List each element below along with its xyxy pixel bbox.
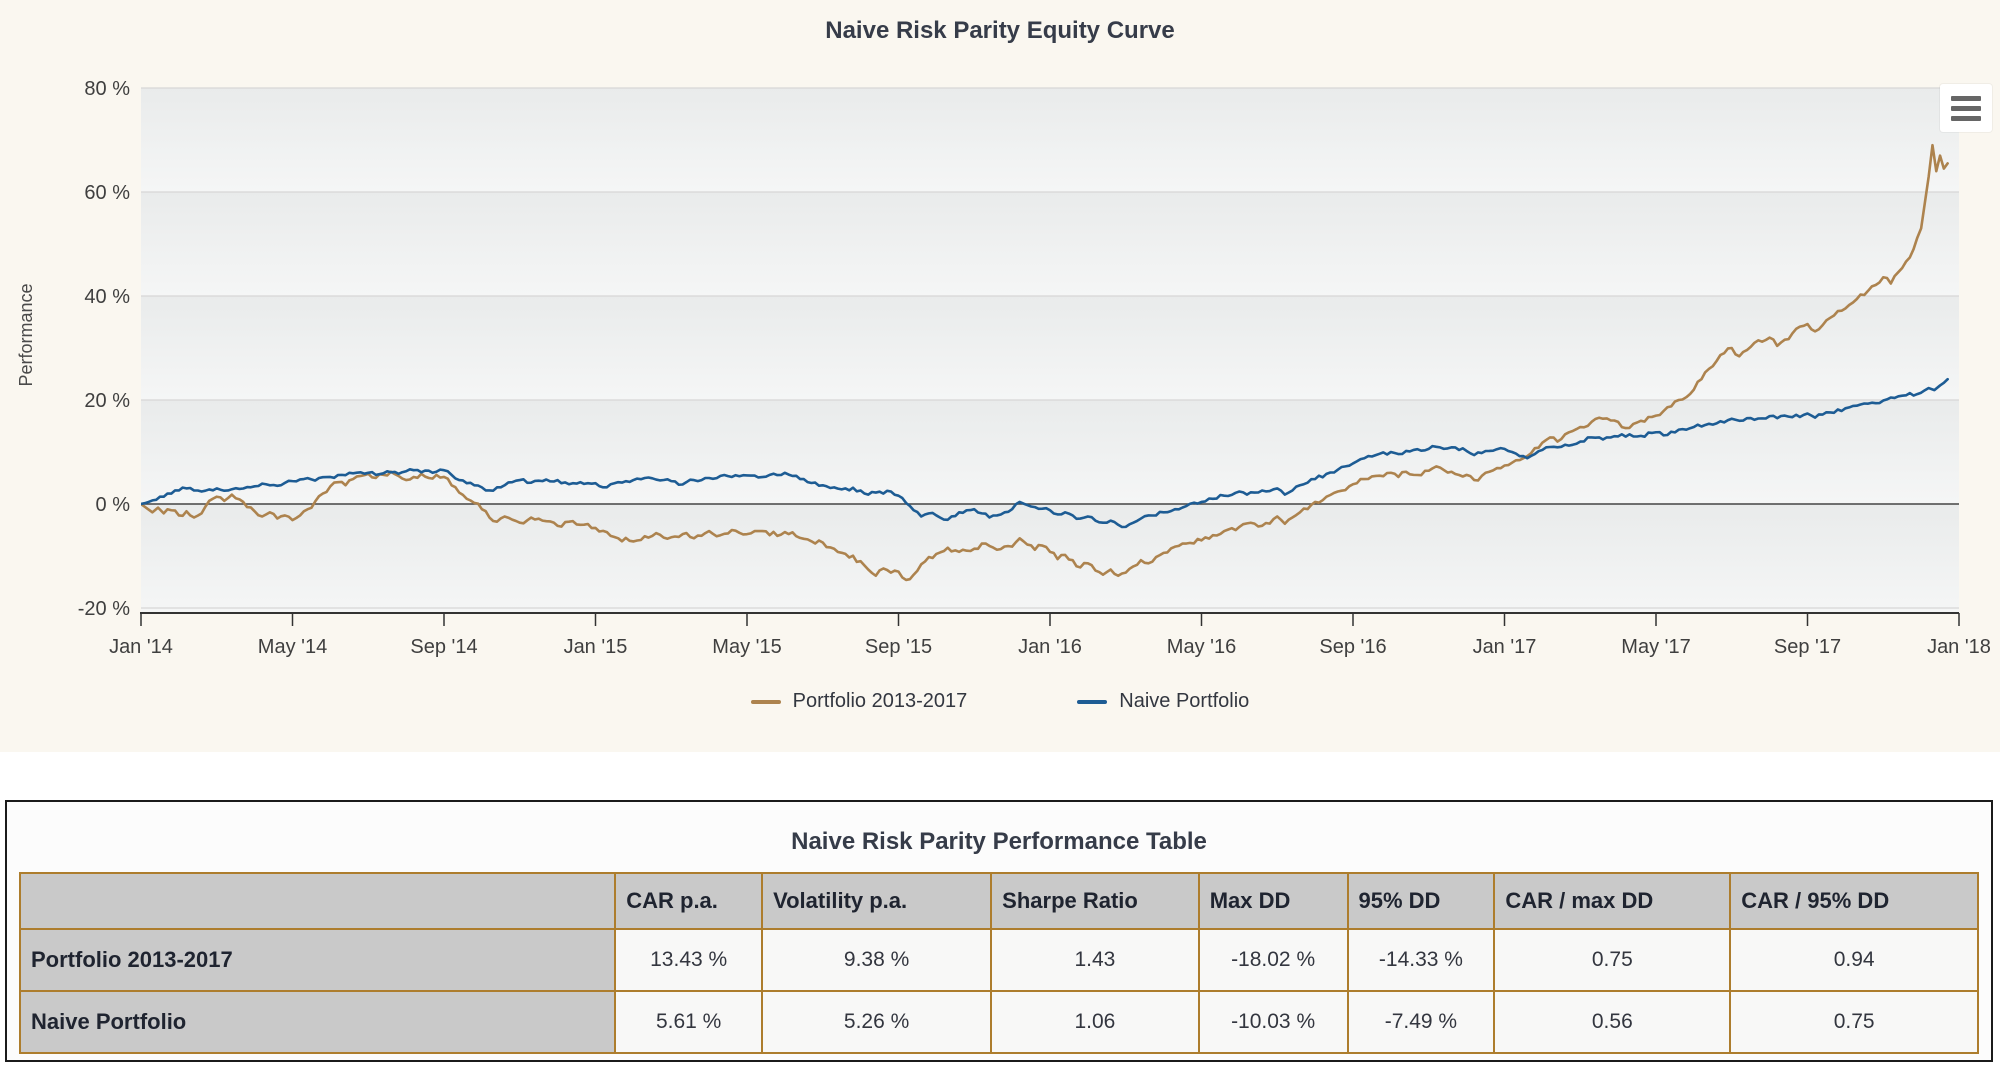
column-header-car-max-dd: CAR / max DD: [1493, 872, 1732, 930]
table-row-naive-portfolio: Naive Portfolio 5.61 % 5.26 % 1.06 -10.03 % -…: [18, 990, 1979, 1054]
y-tick-label: -20 %: [78, 598, 130, 620]
legend-line-swatch-icon: [1077, 699, 1108, 704]
column-header-car-p-a-: CAR p.a.: [614, 872, 764, 930]
metric-value-cell: 9.38 %: [761, 928, 993, 992]
hamburger-icon: [1951, 115, 1981, 121]
x-tick-label: Jan '14: [109, 636, 173, 658]
metric-value-cell: 0.56: [1493, 990, 1732, 1054]
x-tick-label: Jan '15: [564, 636, 628, 658]
table-title: Naive Risk Parity Performance Table: [791, 828, 1207, 855]
chart-legend: Portfolio 2013-2017 Naive Portfolio: [0, 690, 2000, 713]
plot-band: [141, 400, 1959, 504]
chart-title: Naive Risk Parity Equity Curve: [825, 17, 1174, 44]
plot-band: [141, 88, 1959, 192]
y-tick-label: 40 %: [84, 286, 130, 308]
performance-table-card: Naive Risk Parity Performance Table CAR …: [5, 800, 1993, 1062]
legend-item-naive-portfolio[interactable]: Naive Portfolio: [1077, 690, 1249, 713]
metric-value-cell: 0.94: [1729, 928, 1979, 992]
plot-band: [141, 504, 1959, 613]
x-tick-label: Jan '16: [1018, 636, 1082, 658]
metric-value-cell: -18.02 %: [1197, 928, 1349, 992]
column-header-95-dd: 95% DD: [1346, 872, 1496, 930]
table-row-portfolio-2013-2017: Portfolio 2013-2017 13.43 % 9.38 % 1.43 -18.…: [18, 928, 1979, 992]
table-header-row: CAR p.a. Volatility p.a. Sharpe Ratio Max D…: [18, 872, 1979, 930]
chart-export-menu-button[interactable]: [1940, 84, 1992, 132]
row-label: Naive Portfolio: [18, 990, 617, 1054]
x-tick-label: May '14: [258, 636, 327, 658]
x-tick-label: Sep '15: [865, 636, 932, 658]
y-tick-label: 80 %: [84, 78, 130, 100]
column-header-car-95-dd: CAR / 95% DD: [1729, 872, 1979, 930]
column-header-sharpe-ratio: Sharpe Ratio: [990, 872, 1200, 930]
hamburger-icon: [1951, 95, 1981, 101]
metric-value-cell: 0.75: [1493, 928, 1732, 992]
metric-value-cell: 0.75: [1729, 990, 1979, 1054]
y-tick-label: 0 %: [96, 494, 131, 516]
hamburger-icon: [1951, 105, 1981, 111]
legend-label: Naive Portfolio: [1119, 690, 1250, 712]
series-line-naive-portfolio: [141, 377, 1949, 529]
metric-value-cell: -7.49 %: [1346, 990, 1496, 1054]
x-tick-label: May '16: [1167, 636, 1236, 658]
plot-area: 80 % 60 % 40 % 20 % 0 % -20 % Jan '14 May '14 Se…: [78, 78, 1991, 658]
metric-value-cell: -14.33 %: [1346, 928, 1496, 992]
y-axis-title: Performance: [16, 283, 36, 386]
equity-curve-chart: Naive Risk Parity Equity Curve Performan…: [16, 17, 1991, 658]
x-tick-label: Sep '16: [1319, 636, 1386, 658]
equity-curve-chart-card: Naive Risk Parity Equity Curve Performan…: [0, 0, 2000, 752]
table-corner-cell: [18, 872, 617, 930]
plot-band: [141, 296, 1959, 400]
x-tick-label: Jan '17: [1473, 636, 1537, 658]
performance-table: CAR p.a. Volatility p.a. Sharpe Ratio Max D…: [18, 872, 1979, 1054]
column-header-volatility-p-a-: Volatility p.a.: [761, 872, 993, 930]
y-tick-label: 20 %: [84, 390, 130, 412]
row-label: Portfolio 2013-2017: [18, 928, 617, 992]
metric-value-cell: 1.06: [990, 990, 1200, 1054]
x-tick-label: Jan '18: [1927, 636, 1991, 658]
x-tick-label: Sep '14: [410, 636, 477, 658]
metric-value-cell: 5.26 %: [761, 990, 993, 1054]
x-tick-label: May '17: [1621, 636, 1690, 658]
series-line-portfolio-2013-2017: [141, 143, 1949, 582]
x-tick-label: Sep '17: [1774, 636, 1841, 658]
metric-value-cell: 13.43 %: [614, 928, 764, 992]
metric-value-cell: -10.03 %: [1197, 990, 1349, 1054]
legend-label: Portfolio 2013-2017: [792, 690, 968, 712]
metric-value-cell: 1.43: [990, 928, 1200, 992]
y-tick-label: 60 %: [84, 182, 130, 204]
column-header-max-dd: Max DD: [1197, 872, 1349, 930]
x-tick-label: May '15: [712, 636, 781, 658]
metric-value-cell: 5.61 %: [614, 990, 764, 1054]
legend-line-swatch-icon: [750, 699, 781, 704]
plot-band: [141, 192, 1959, 296]
legend-item-portfolio-2013-2017[interactable]: Portfolio 2013-2017: [750, 690, 968, 713]
